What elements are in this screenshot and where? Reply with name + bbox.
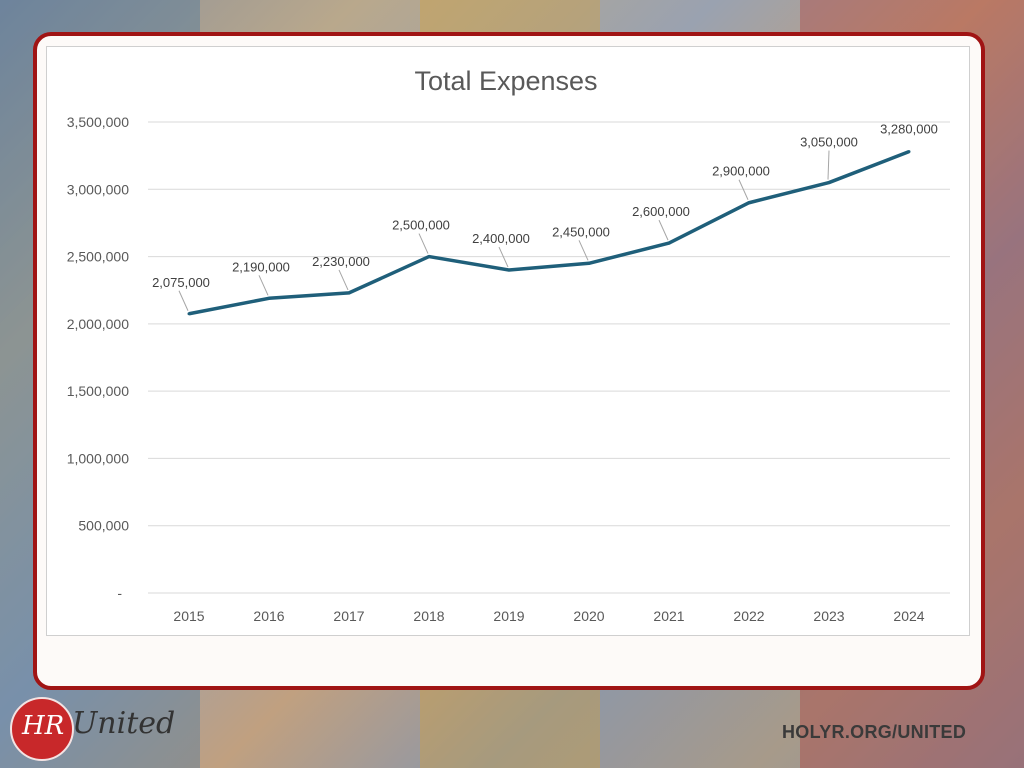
x-tick-label: 2022 — [733, 608, 764, 624]
data-point — [827, 181, 831, 185]
label-leader-line — [738, 179, 749, 200]
data-point — [347, 291, 351, 295]
x-tick-label: 2015 — [173, 608, 204, 624]
label-leader-line — [418, 233, 429, 254]
y-tick-label: - — [117, 585, 122, 601]
data-label: 2,230,000 — [312, 254, 370, 269]
label-leader-line — [258, 275, 269, 296]
y-tick-label: 500,000 — [78, 518, 129, 534]
label-leader-line — [338, 269, 349, 291]
data-label: 2,600,000 — [632, 204, 690, 219]
chart-area — [46, 46, 970, 636]
y-tick-label: 3,500,000 — [67, 114, 129, 130]
y-tick-label: 2,000,000 — [67, 316, 129, 332]
label-leader-line — [578, 240, 589, 261]
label-leader-line — [498, 246, 509, 268]
data-point — [267, 296, 271, 300]
label-leader-line — [178, 290, 189, 311]
data-label: 2,500,000 — [392, 218, 450, 233]
data-point — [667, 241, 671, 245]
data-label: 2,450,000 — [552, 224, 610, 239]
y-tick-label: 1,000,000 — [67, 450, 129, 466]
x-tick-label: 2017 — [333, 608, 364, 624]
x-tick-label: 2023 — [813, 608, 844, 624]
data-point — [187, 312, 191, 316]
x-tick-label: 2020 — [573, 608, 604, 624]
logo-monogram: HR — [22, 711, 65, 741]
hr-logo: HR — [10, 697, 74, 761]
data-label: 3,280,000 — [880, 122, 938, 137]
data-label: 2,075,000 — [152, 275, 210, 290]
data-point — [587, 261, 591, 265]
website-url: HOLYR.ORG/UNITED — [782, 722, 967, 742]
data-label: 3,050,000 — [800, 135, 858, 150]
y-tick-label: 3,000,000 — [67, 181, 129, 197]
logo-text: United — [72, 706, 176, 741]
x-tick-label: 2021 — [653, 608, 684, 624]
label-leader-line — [827, 150, 830, 180]
data-label: 2,400,000 — [472, 231, 530, 246]
data-point — [507, 268, 511, 272]
series-line — [188, 149, 910, 316]
x-tick-label: 2018 — [413, 608, 444, 624]
label-leader-line — [658, 219, 669, 241]
chart-title: Total Expenses — [414, 66, 597, 96]
data-label: 2,190,000 — [232, 259, 290, 274]
data-point — [427, 255, 431, 259]
data-point — [907, 150, 911, 154]
y-tick-label: 2,500,000 — [67, 249, 129, 265]
x-tick-label: 2024 — [893, 608, 924, 624]
data-label: 2,900,000 — [712, 164, 770, 179]
x-tick-label: 2016 — [253, 608, 284, 624]
y-tick-label: 1,500,000 — [67, 383, 129, 399]
data-point — [747, 201, 751, 205]
x-tick-label: 2019 — [493, 608, 524, 624]
